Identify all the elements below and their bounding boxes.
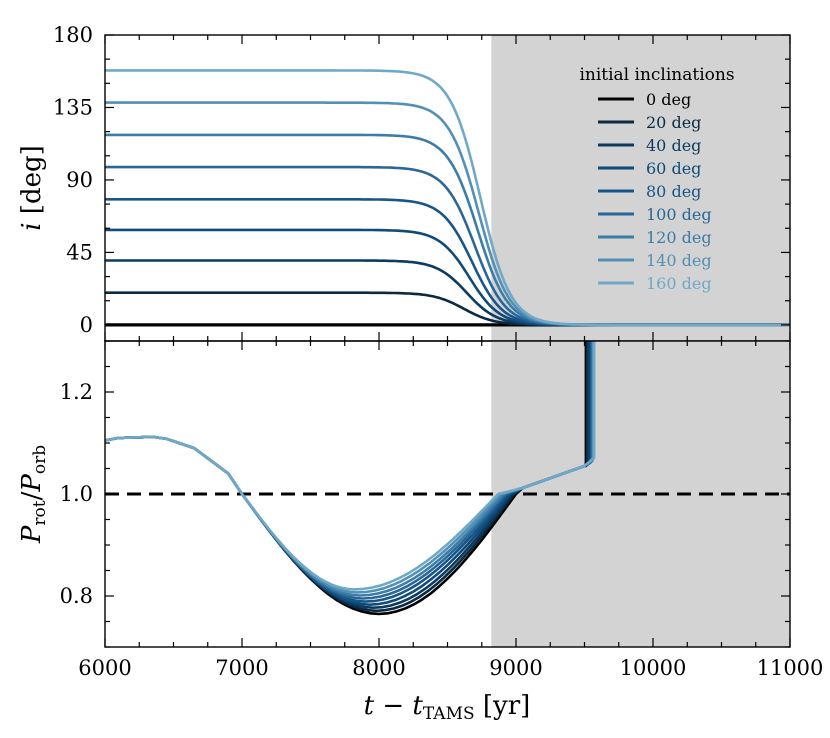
y-tick-label: 45 <box>66 240 93 264</box>
top-y-axis-label: i [deg] <box>17 145 47 231</box>
legend-label-100: 100 deg <box>646 205 712 224</box>
bottom-series-group <box>105 341 596 616</box>
y-tick-label: 135 <box>53 95 93 119</box>
x-tick-label: 7000 <box>215 656 268 680</box>
y-tick-label: 0 <box>80 313 93 337</box>
bottom-ticks: 6000 7000 8000 9000 10000 11000 0.8 1.0 1.2 <box>60 340 824 680</box>
top-shaded-region <box>491 35 790 341</box>
legend-label-20: 20 deg <box>646 113 701 132</box>
legend-label-160: 160 deg <box>646 274 712 293</box>
legend-label-40: 40 deg <box>646 136 701 155</box>
bottom-y-axis-label: Prot/Porb <box>17 445 50 544</box>
x-tick-label: 10000 <box>620 656 687 680</box>
bottom-axes-frame <box>104 340 791 648</box>
bottom-panel: 6000 7000 8000 9000 10000 11000 0.8 1.0 1.2 Prot… <box>17 340 824 724</box>
inclination-line-160 <box>105 69 790 327</box>
legend-label-0: 0 deg <box>646 90 691 109</box>
y-tick-label: 180 <box>53 23 93 47</box>
top-panel: 0 45 90 135 180 initial inclinations 0 deg 20… <box>17 23 791 342</box>
y-tick-label: 1.2 <box>60 380 93 404</box>
legend-label-140: 140 deg <box>646 251 712 270</box>
legend-label-120: 120 deg <box>646 228 712 247</box>
legend: initial inclinations 0 deg 20 deg 40 deg 60… <box>579 65 734 293</box>
legend-label-80: 80 deg <box>646 182 701 201</box>
legend-label-60: 60 deg <box>646 159 701 178</box>
y-tick-label: 1.0 <box>60 482 93 506</box>
y-tick-label: 90 <box>66 168 93 192</box>
ratio-line-160 <box>105 341 596 591</box>
x-tick-label: 6000 <box>78 656 131 680</box>
y-tick-label: 0.8 <box>60 584 93 608</box>
legend-title: initial inclinations <box>579 65 734 85</box>
x-tick-label: 11000 <box>757 656 824 680</box>
x-axis-label: t − tTAMS [yr] <box>364 691 531 724</box>
x-tick-label: 9000 <box>489 656 542 680</box>
top-series-group <box>105 69 790 327</box>
x-tick-label: 8000 <box>352 656 405 680</box>
